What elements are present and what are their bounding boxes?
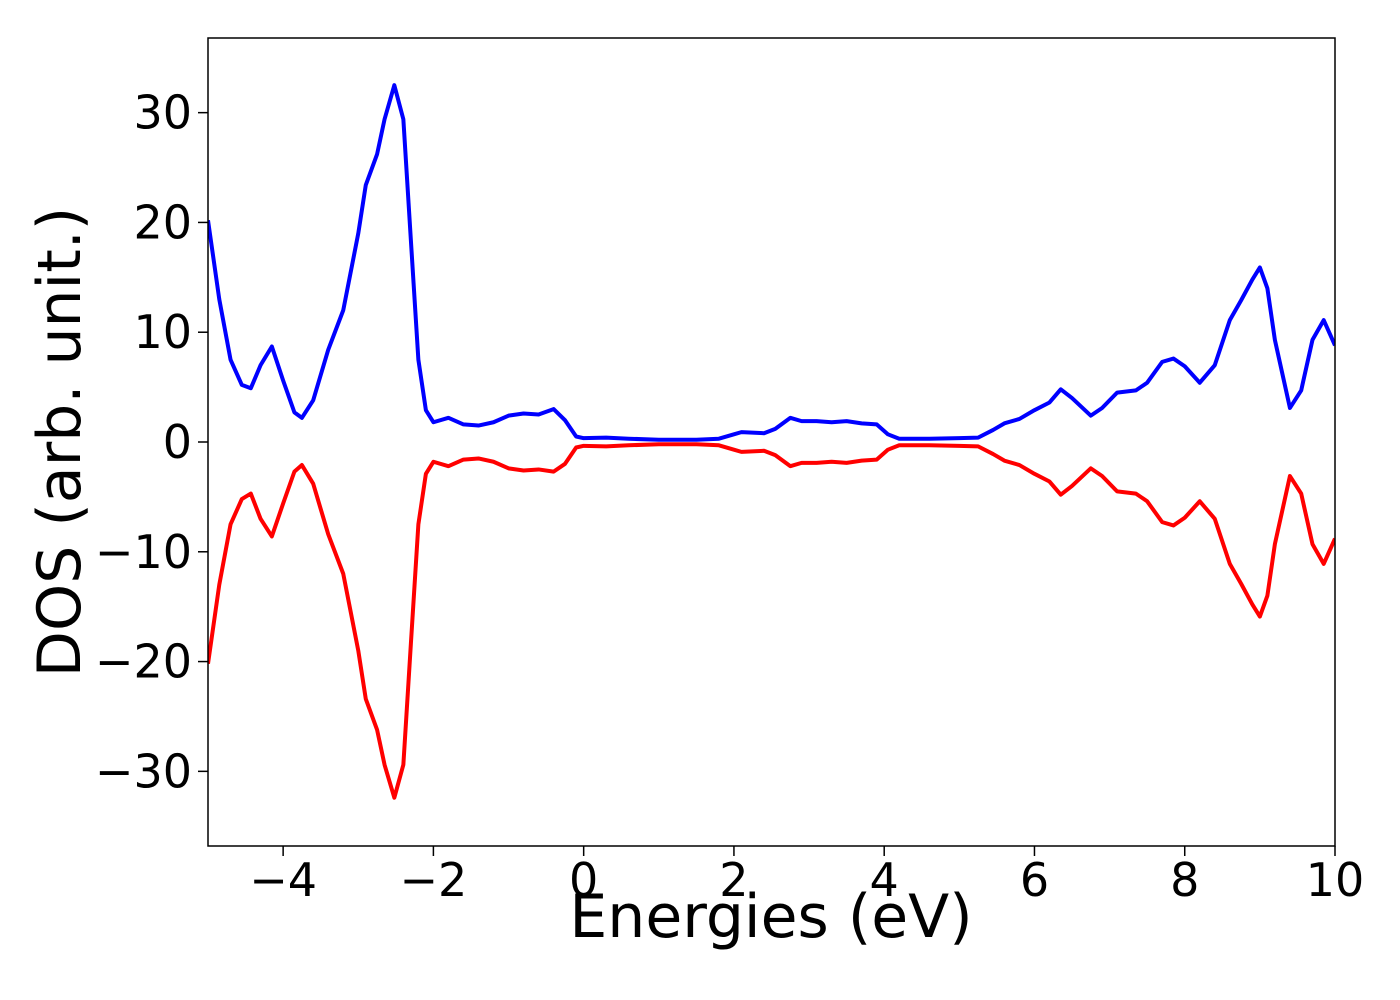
x-tick-label: −2 [399, 853, 467, 907]
line-series [208, 83, 1335, 442]
x-tick-label: 8 [1170, 853, 1199, 907]
x-tick-label: −4 [249, 853, 317, 907]
x-tick-label: 2 [719, 853, 748, 907]
y-tick-label: −10 [95, 525, 192, 579]
y-tick-label: 10 [133, 305, 192, 359]
x-axis-label: Energies (eV) [569, 882, 972, 952]
y-tick-label: −20 [95, 635, 192, 689]
x-tick-label: 4 [870, 853, 899, 907]
y-tick-label: 30 [133, 86, 192, 140]
x-tick-label: 0 [569, 853, 598, 907]
x-tick-label: 10 [1306, 853, 1365, 907]
y-tick-label: −30 [95, 744, 192, 798]
plot-frame [207, 37, 1336, 847]
y-axis-label: DOS (arb. unit.) [25, 207, 95, 677]
y-tick-label: 20 [133, 195, 192, 249]
y-tick-label: 0 [163, 415, 192, 469]
line-series [208, 442, 1335, 800]
x-tick-label: 6 [1020, 853, 1049, 907]
